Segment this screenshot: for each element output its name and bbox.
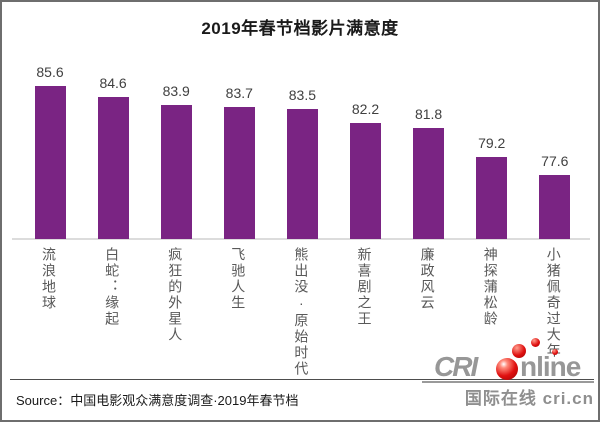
separator-line — [10, 379, 594, 380]
bar — [350, 123, 381, 239]
chart-title: 2019年春节档影片满意度 — [201, 19, 399, 38]
logo-underline — [422, 381, 594, 383]
bar — [97, 97, 129, 239]
red-dot-icon — [552, 349, 558, 355]
source-label: Source：中国电影观众满意度调查·2019年春节档 — [16, 393, 299, 408]
bar — [539, 175, 571, 239]
bar — [476, 157, 508, 239]
category-label: 廉政风云 — [419, 247, 436, 311]
bar-value-label: 85.6 — [36, 64, 64, 80]
bar-value-label: 83.9 — [162, 83, 190, 99]
logo-text-nline: nline — [520, 351, 581, 382]
bar-value-label: 83.7 — [225, 85, 253, 101]
bar-value-label: 77.6 — [541, 153, 569, 169]
logo-subtext: 国际在线 cri.cn — [464, 389, 594, 408]
category-label: 神探蒲松龄 — [482, 247, 499, 327]
red-dot-icon — [512, 344, 526, 358]
cri-online-logo: CRI nline 国际在线 cri.cn — [422, 337, 598, 408]
category-label: 流浪地球 — [41, 247, 57, 311]
bar — [286, 109, 318, 239]
category-label: 疯狂的外星人 — [167, 247, 184, 343]
red-ball-o-icon — [496, 358, 518, 380]
bar-value-label: 81.8 — [414, 106, 443, 122]
category-label: 飞驰人生 — [230, 247, 247, 311]
bar — [160, 105, 192, 239]
red-dot-icon — [531, 338, 540, 347]
bar-value-label: 84.6 — [99, 75, 127, 91]
bar — [413, 128, 445, 239]
category-label: 新喜剧之王 — [356, 247, 373, 327]
category-label: 熊出没·原始时代 — [293, 247, 310, 377]
bar — [34, 86, 66, 239]
bar-value-label: 82.2 — [351, 101, 380, 117]
x-axis-line — [12, 238, 590, 240]
bar-value-label: 83.5 — [288, 87, 317, 103]
bar-value-label: 79.2 — [478, 135, 506, 151]
category-label: 白蛇：缘起 — [104, 247, 121, 327]
logo-text-cri: CRI — [434, 351, 478, 382]
category-label: 小猪佩奇过大年 — [545, 247, 562, 359]
bar — [223, 107, 255, 239]
